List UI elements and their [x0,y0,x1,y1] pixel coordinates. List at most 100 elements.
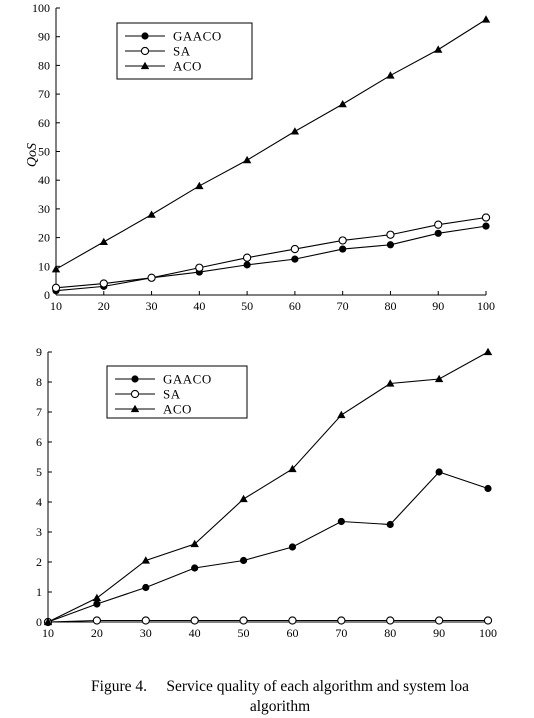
y-tick-label: 2 [36,555,42,569]
point-gaaco [291,255,299,263]
x-tick-label: 30 [140,626,152,640]
figure-caption: Figure 4. Service quality of each algori… [0,677,534,717]
point-sa [288,616,297,625]
caption-line-2: algorithm [249,698,311,715]
point-aco [239,494,248,503]
point-aco [290,127,300,135]
point-sa [483,616,493,625]
point-gaaco [288,543,297,551]
x-tick-label: 20 [98,299,110,313]
point-sa [386,230,395,239]
point-aco [147,210,156,218]
x-tick-label: 100 [477,299,495,313]
y-tick-label: 0 [44,288,50,302]
x-tick-label: 40 [189,626,201,640]
point-gaaco [239,556,248,565]
legend-box [116,22,253,80]
point-sa [338,236,347,245]
legend-label-sa: SA [163,387,181,402]
x-tick-label: 50 [241,299,253,313]
y-tick-label: 8 [36,375,42,389]
caption-line-1: Figure 4. Service quality of each algori… [91,678,469,695]
x-tick-label: 10 [50,299,62,313]
y-tick-label: 90 [38,30,50,44]
point-gaaco [337,517,345,526]
y-tick-label: 4 [36,495,42,509]
x-tick-label: 90 [432,299,444,313]
point-gaaco [93,600,101,608]
point-gaaco [482,222,490,230]
point-sa [51,283,61,292]
legend-label-aco: ACO [163,402,192,417]
y-tick-label: 0 [36,615,42,629]
point-aco [434,374,444,383]
point-gaaco [339,245,347,253]
point-sa [147,273,156,282]
x-tick-label: 70 [335,626,347,640]
x-tick-label: 80 [384,626,396,640]
point-sa [481,213,491,222]
legend-label-gaaco: GAACO [163,372,212,387]
x-tick-label: 80 [384,299,396,313]
point-aco [338,99,347,108]
point-sa [195,263,204,272]
x-tick-label: 60 [289,299,301,313]
x-tick-label: 70 [337,299,349,313]
series-line-gaaco [47,471,489,623]
y-tick-label: 100 [32,1,50,15]
y-tick-label: 3 [36,525,42,539]
y-tick-label: 9 [36,345,42,359]
series-line-aco [47,351,489,623]
y-tick-label: 7 [36,405,42,419]
point-aco [242,155,252,164]
y-axis-label: QoS [25,143,40,167]
series-line-aco [55,19,487,270]
y-tick-label: 6 [36,435,42,449]
point-gaaco [386,520,394,529]
point-aco [386,379,395,387]
point-gaaco [386,241,395,249]
y-tick-label: 60 [38,116,50,130]
x-tick-label: 30 [146,299,158,313]
point-gaaco [434,229,442,237]
point-sa [434,616,444,625]
point-aco [43,617,53,626]
point-aco [288,464,297,473]
point-aco [434,45,443,53]
y-tick-label: 50 [38,145,50,159]
y-tick-label: 70 [38,87,50,101]
series-line-sa [55,216,487,289]
point-gaaco [435,468,443,476]
x-tick-label: 10 [42,626,54,640]
point-sa [141,616,150,625]
y-tick-label: 20 [38,231,50,245]
legend-marker [130,389,140,399]
x-tick-label: 50 [238,626,250,640]
legend-marker [140,46,150,56]
point-aco [99,237,108,246]
series-line-gaaco [55,225,487,292]
y-tick-label: 40 [38,173,50,187]
point-aco [51,264,61,273]
x-tick-label: 100 [479,626,497,640]
series-line-sa [47,619,488,623]
point-sa [99,279,108,288]
legend-marker [131,375,139,383]
x-tick-label: 20 [91,626,103,640]
legend-marker [140,61,150,70]
point-aco [483,347,493,356]
point-sa [239,616,248,625]
point-gaaco [191,564,199,572]
point-gaaco [484,484,492,493]
point-aco [386,71,395,79]
x-tick-label: 40 [193,299,205,313]
point-gaaco [142,583,150,592]
legend-label-gaaco: GAACO [173,29,222,44]
y-tick-label: 10 [38,259,50,273]
y-tick-label: 80 [38,58,50,72]
legend-label-aco: ACO [173,59,202,74]
